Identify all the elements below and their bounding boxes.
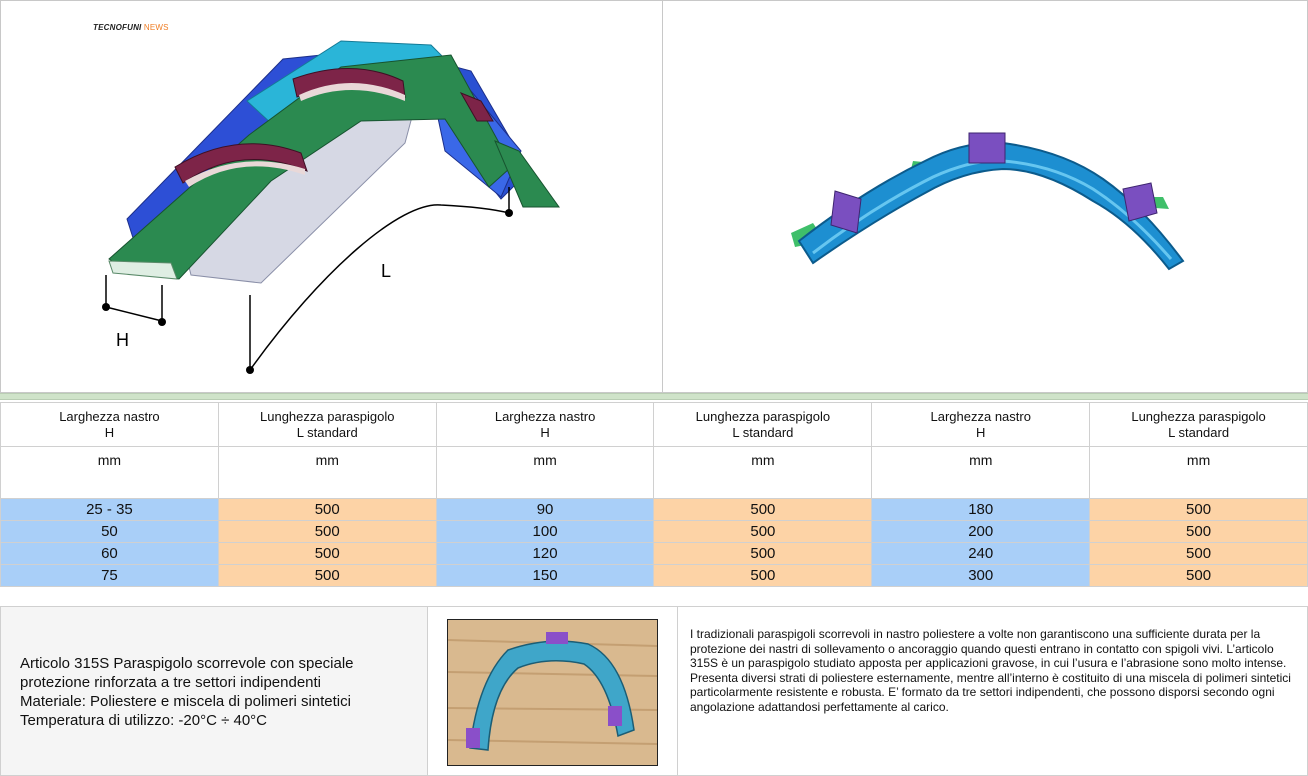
brand-logo: TECNOFUNI NEWS — [93, 23, 169, 32]
length-cell: 500 — [653, 564, 873, 587]
product-photo-wood — [447, 619, 658, 766]
table-row: 25 - 35 500 90 500 180 500 — [0, 498, 1308, 521]
width-cell: 25 - 35 — [0, 498, 219, 521]
width-cell: 50 — [0, 520, 219, 543]
unit-cell: mm — [1089, 446, 1308, 499]
unit-cell: mm — [871, 446, 1091, 499]
label-h: H — [116, 330, 129, 350]
description-text: I tradizionali paraspigoli scorrevoli in… — [690, 627, 1291, 714]
table-header-cell: Larghezza nastro H — [871, 402, 1091, 447]
width-cell: 150 — [435, 564, 655, 587]
article-text: Articolo 315S Paraspigolo scorrevole con… — [20, 654, 354, 730]
length-cell: 500 — [1089, 520, 1308, 543]
table-header-cell: Larghezza nastro H — [0, 402, 219, 447]
width-cell: 120 — [435, 542, 655, 565]
table-units-row: mm mm mm mm mm mm — [0, 446, 1308, 499]
length-cell: 500 — [1089, 564, 1308, 587]
width-cell: 100 — [435, 520, 655, 543]
unit-cell: mm — [653, 446, 873, 499]
article-line: Articolo 315S Paraspigolo scorrevole con… — [20, 655, 354, 672]
width-cell: 300 — [871, 564, 1091, 587]
length-cell: 500 — [653, 498, 873, 521]
width-cell: 200 — [871, 520, 1091, 543]
width-cell: 180 — [871, 498, 1091, 521]
unit-cell: mm — [217, 446, 437, 499]
length-cell: 500 — [217, 520, 437, 543]
table-header-cell: Larghezza nastro H — [435, 402, 655, 447]
section-divider — [0, 393, 1308, 400]
table-header-cell: Lunghezza paraspigolo L standard — [653, 402, 873, 447]
article-line: protezione rinforzata a tre settori indi… — [20, 674, 322, 691]
brand-part1: TECNOFUNI — [93, 23, 142, 32]
product-photo-panel — [663, 0, 1308, 393]
label-l: L — [381, 261, 391, 281]
product-photo — [791, 132, 1185, 271]
photo-panel — [428, 606, 678, 776]
table-header-cell: Lunghezza paraspigolo L standard — [1089, 402, 1308, 447]
brand-part2: NEWS — [143, 23, 169, 32]
size-table: Larghezza nastro H Lunghezza paraspigolo L… — [0, 402, 1308, 587]
length-cell: 500 — [653, 520, 873, 543]
length-cell: 500 — [217, 564, 437, 587]
table-header-row: Larghezza nastro H Lunghezza paraspigolo L… — [0, 402, 1308, 447]
length-cell: 500 — [217, 498, 437, 521]
unit-cell: mm — [0, 446, 219, 499]
description-panel: I tradizionali paraspigoli scorrevoli in… — [678, 606, 1308, 776]
article-line: Materiale: Poliestere e miscela di polim… — [20, 693, 351, 710]
length-cell: 500 — [1089, 542, 1308, 565]
table-header-cell: Lunghezza paraspigolo L standard — [217, 402, 437, 447]
width-cell: 90 — [435, 498, 655, 521]
length-cell: 500 — [1089, 498, 1308, 521]
unit-cell: mm — [435, 446, 655, 499]
width-cell: 60 — [0, 542, 219, 565]
article-line: Temperatura di utilizzo: -20°C ÷ 40°C — [20, 712, 267, 729]
length-cell: 500 — [653, 542, 873, 565]
width-cell: 75 — [0, 564, 219, 587]
width-cell: 240 — [871, 542, 1091, 565]
table-row: 50 500 100 500 200 500 — [0, 520, 1308, 543]
table-row: 75 500 150 500 300 500 — [0, 564, 1308, 587]
length-cell: 500 — [217, 542, 437, 565]
article-summary: Articolo 315S Paraspigolo scorrevole con… — [0, 606, 428, 776]
diagram-panel: TECNOFUNI NEWS H L — [0, 0, 663, 393]
table-row: 60 500 120 500 240 500 — [0, 542, 1308, 565]
edge-protector-diagram: H L — [102, 40, 560, 374]
